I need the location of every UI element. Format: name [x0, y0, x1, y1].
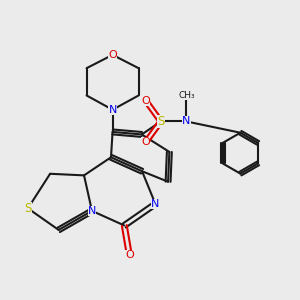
Text: O: O: [108, 50, 117, 60]
Text: O: O: [142, 96, 150, 106]
Text: S: S: [157, 115, 164, 128]
Text: N: N: [151, 199, 160, 209]
Text: CH₃: CH₃: [178, 91, 195, 100]
Text: O: O: [125, 250, 134, 260]
Text: N: N: [108, 105, 117, 115]
Text: N: N: [182, 116, 191, 127]
Text: N: N: [88, 206, 96, 216]
Text: O: O: [142, 137, 150, 147]
Text: S: S: [24, 202, 32, 215]
